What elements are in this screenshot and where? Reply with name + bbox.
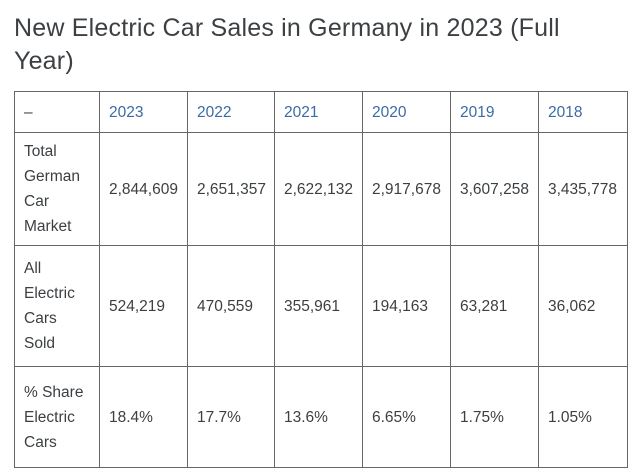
column-header-2019[interactable]: 2019 xyxy=(450,91,539,133)
column-header-2021[interactable]: 2021 xyxy=(274,91,363,133)
table-row: Total German Car Market 2,844,609 2,651,… xyxy=(14,132,628,246)
table-cell: 3,607,258 xyxy=(450,132,539,246)
ev-sales-table: – 2023 2022 2021 2020 2019 2018 Total Ge… xyxy=(14,91,628,468)
table-cell: 18.4% xyxy=(99,366,188,468)
table-cell: 13.6% xyxy=(274,366,363,468)
table-cell: 36,062 xyxy=(538,245,628,367)
table-cell: 17.7% xyxy=(187,366,275,468)
table-cell: 470,559 xyxy=(187,245,275,367)
page-title: New Electric Car Sales in Germany in 202… xyxy=(14,14,560,75)
row-label-percent-share: % Share Electric Cars xyxy=(14,366,100,468)
table-cell: 2,622,132 xyxy=(274,132,363,246)
table-cell: 6.65% xyxy=(362,366,451,468)
row-label-total-market: Total German Car Market xyxy=(14,132,100,246)
column-header-2020[interactable]: 2020 xyxy=(362,91,451,133)
table-row: % Share Electric Cars 18.4% 17.7% 13.6% … xyxy=(14,366,628,468)
table-cell: 1.75% xyxy=(450,366,539,468)
column-header-2018[interactable]: 2018 xyxy=(538,91,628,133)
table-row: All Electric Cars Sold 524,219 470,559 3… xyxy=(14,245,628,367)
table-cell: 524,219 xyxy=(99,245,188,367)
table-cell: 2,917,678 xyxy=(362,132,451,246)
table-cell: 1.05% xyxy=(538,366,628,468)
table-header-row: – 2023 2022 2021 2020 2019 2018 xyxy=(14,91,628,133)
column-header-2022[interactable]: 2022 xyxy=(187,91,275,133)
table-cell: 63,281 xyxy=(450,245,539,367)
table-cell: 2,651,357 xyxy=(187,132,275,246)
table-cell: 194,163 xyxy=(362,245,451,367)
column-header-2023[interactable]: 2023 xyxy=(99,91,188,133)
table-cell: 2,844,609 xyxy=(99,132,188,246)
table-cell: 3,435,778 xyxy=(538,132,628,246)
row-label-electric-sold: All Electric Cars Sold xyxy=(14,245,100,367)
table-cell: 355,961 xyxy=(274,245,363,367)
corner-dash-cell: – xyxy=(14,91,100,133)
